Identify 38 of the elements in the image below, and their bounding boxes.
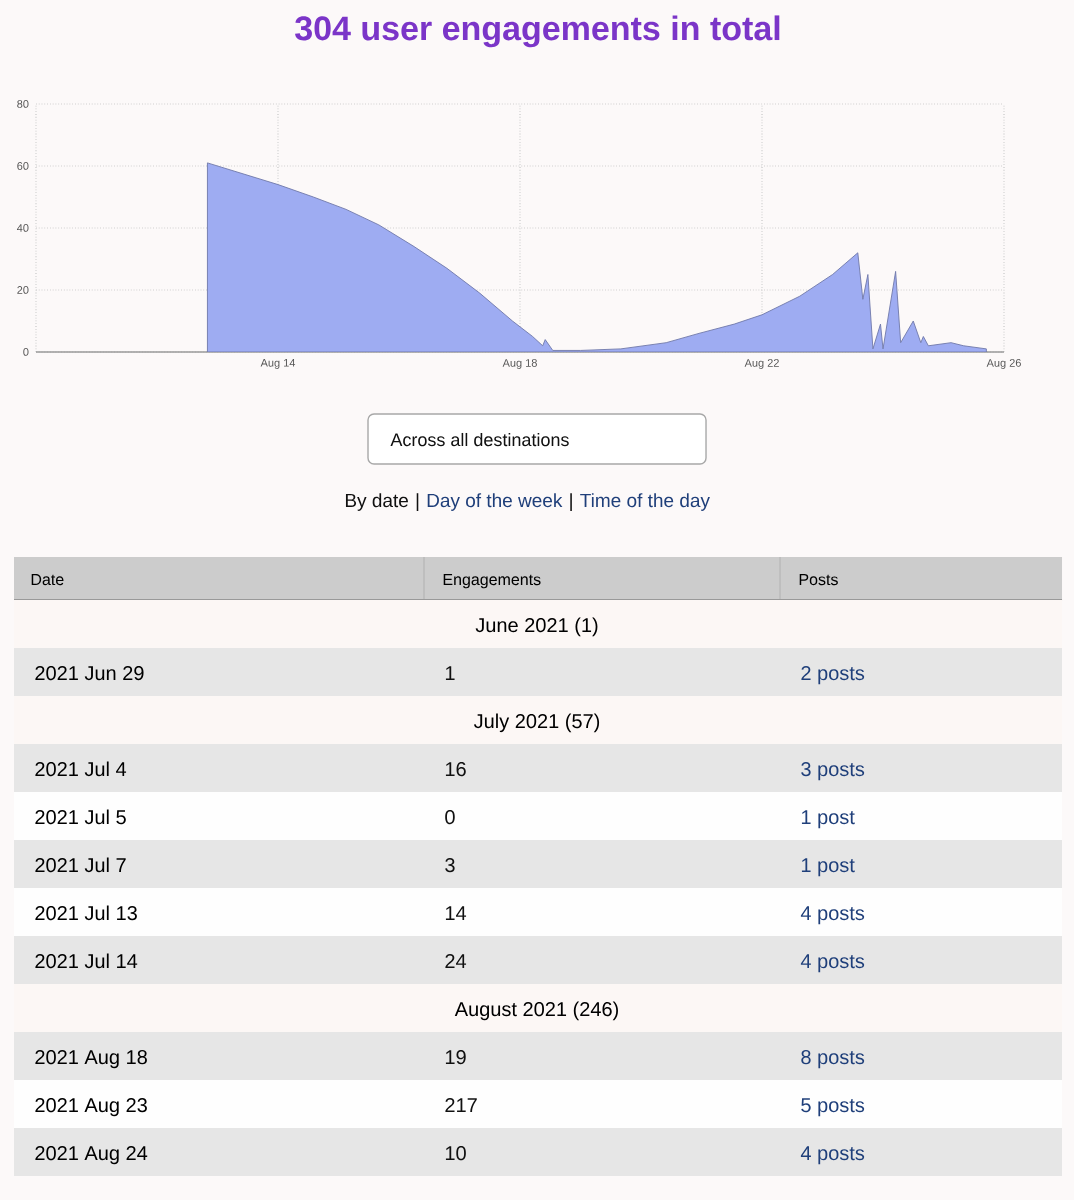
text: June 2021 (1) [475, 617, 598, 637]
text: | [570, 493, 572, 512]
data-label: 4 posts [800, 906, 865, 925]
category-label: 2021 Aug 24 [35, 1146, 148, 1165]
data-label: 5 posts [801, 1098, 865, 1117]
data-label: 24 [445, 954, 467, 968]
category-label: 2021 Jul 4 [35, 761, 127, 777]
text: August 2021 (246) [454, 1001, 618, 1021]
category-label: 2021 Jul 13 [35, 905, 137, 921]
category-label: 2021 Jul 5 [35, 809, 126, 825]
text: By date [345, 493, 408, 511]
data-label: 4 posts [800, 954, 865, 973]
category-label: 2021 Aug 23 [35, 1098, 147, 1117]
data-label: 1 post [801, 810, 855, 829]
text: Engagements [443, 574, 541, 589]
data-label: 3 [445, 858, 455, 873]
data-label: 10 [445, 1146, 466, 1161]
text: Day of the week [427, 493, 563, 511]
data-label: 19 [445, 1050, 466, 1065]
category-label: 2021 Aug 18 [35, 1050, 147, 1069]
data-label: 14 [445, 906, 467, 920]
data-label: 3 posts [801, 762, 865, 781]
data-label: 16 [445, 762, 466, 777]
chart-title: 304 user engagements in total [295, 15, 780, 48]
data-label: 1 [445, 666, 455, 680]
data-label: 217 [445, 1098, 477, 1112]
text: Across all destinations [390, 432, 569, 447]
data-label: 8 posts [801, 1050, 865, 1069]
text: July 2021 (57) [473, 713, 600, 733]
category-label: 2021 Jun 29 [35, 666, 144, 681]
data-label: 4 posts [800, 1146, 865, 1165]
text: | [416, 493, 419, 512]
data-label: 0 [445, 810, 455, 825]
text: Date [31, 574, 64, 586]
category-label: 2021 Jul 14 [35, 953, 138, 969]
text: Time of the day [580, 493, 710, 511]
category-label: 2021 Jul 7 [35, 857, 126, 873]
data-label: 1 post [801, 858, 855, 877]
